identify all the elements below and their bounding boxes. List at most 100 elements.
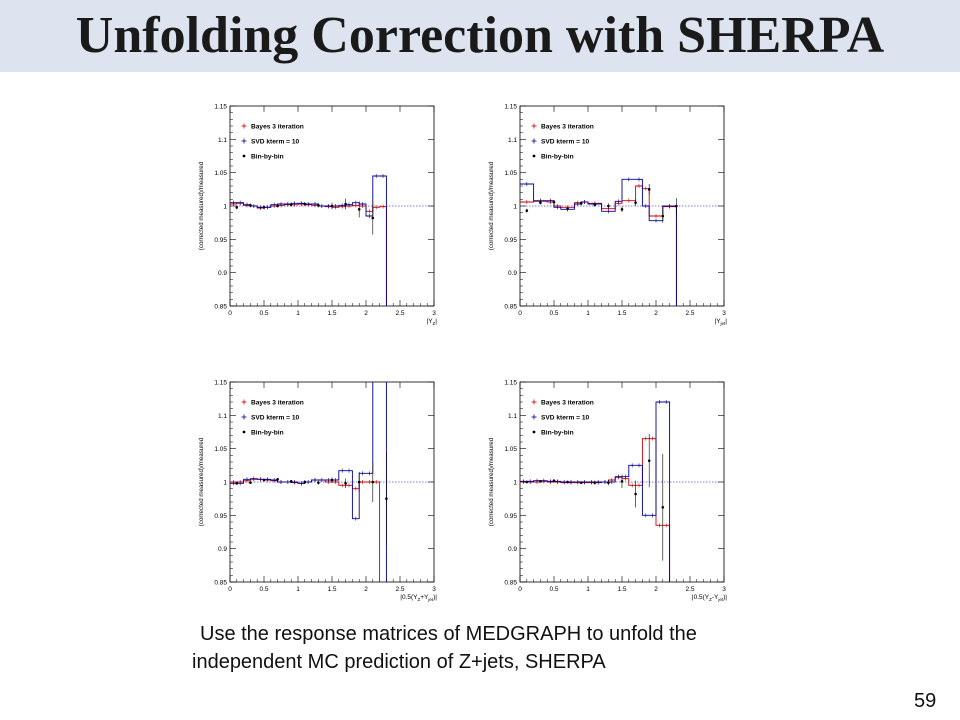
binbybin-point bbox=[289, 203, 293, 206]
caption-line-1: Use the response matrices of MEDGRAPH to… bbox=[200, 623, 697, 645]
y-tick-label: 0.9 bbox=[508, 270, 517, 277]
binbybin-point bbox=[525, 209, 529, 212]
y-tick-label: 1 bbox=[223, 204, 227, 211]
legend-marker-dot bbox=[242, 430, 246, 434]
binbybin-point bbox=[552, 479, 556, 482]
binbybin-point bbox=[276, 478, 279, 481]
x-tick-label: 0.5 bbox=[259, 586, 268, 593]
chart-panel-ysum: 0.85 0.9 0.95 1 1.05 1.1 1.15 0 0.5 1 1.5 2 2.5 3 (cor… bbox=[188, 374, 458, 619]
binbybin-point bbox=[357, 208, 361, 211]
y-tick-label: 1.15 bbox=[504, 104, 517, 111]
y-tick-label: 0.95 bbox=[214, 513, 227, 520]
binbybin-point bbox=[593, 481, 597, 484]
y-tick-label: 0.9 bbox=[218, 270, 227, 277]
legend-label: Bin-by-bin bbox=[541, 153, 574, 160]
chart-panel-yjet: 0.85 0.9 0.95 1 1.05 1.1 1.15 0 0.5 1 1.5 2 2.5 3 (cor… bbox=[478, 98, 748, 343]
binbybin-point bbox=[371, 480, 375, 484]
legend-label: SVD kterm = 10 bbox=[251, 138, 300, 145]
y-tick-label: 0.85 bbox=[504, 580, 517, 587]
binbybin-point bbox=[276, 204, 279, 208]
legend-label: Bin-by-bin bbox=[251, 429, 284, 436]
x-tick-label: 0 bbox=[518, 310, 522, 317]
y-tick-label: 1.05 bbox=[214, 446, 227, 453]
x-axis-label: |YZ| bbox=[427, 318, 438, 326]
x-axis-label: |0.5(YZ-Yjet)| bbox=[692, 594, 727, 602]
page-number: 59 bbox=[914, 690, 937, 712]
caption-line-2: independent MC prediction of Z+jets, SHE… bbox=[192, 651, 606, 673]
y-tick-label: 1.1 bbox=[508, 413, 517, 420]
legend-label: SVD kterm = 10 bbox=[541, 138, 590, 145]
legend-label: Bayes 3 iteration bbox=[251, 399, 304, 406]
y-tick-label: 1.1 bbox=[508, 137, 517, 144]
binbybin-point bbox=[647, 188, 651, 191]
chart-panel-yz: 0.85 0.9 0.95 1 1.05 1.1 1.15 0 0.5 1 1.5 2 2.5 3 (cor… bbox=[188, 98, 458, 343]
binbybin-point bbox=[566, 207, 569, 210]
x-tick-label: 1 bbox=[296, 586, 300, 593]
binbybin-point bbox=[620, 208, 624, 211]
binbybin-point bbox=[330, 478, 334, 482]
binbybin-point bbox=[579, 202, 583, 205]
y-tick-label: 1.15 bbox=[504, 380, 517, 387]
binbybin-point bbox=[661, 214, 665, 218]
legend-label: Bayes 3 iteration bbox=[541, 399, 594, 406]
title-bar bbox=[0, 0, 960, 72]
plot-area bbox=[230, 174, 387, 306]
legend-marker-dot bbox=[242, 154, 246, 158]
x-tick-label: 1 bbox=[586, 310, 590, 317]
legend-label: SVD kterm = 10 bbox=[541, 414, 590, 421]
binbybin-point bbox=[344, 202, 347, 206]
legend-label: SVD kterm = 10 bbox=[251, 414, 300, 421]
x-tick-label: 0.5 bbox=[549, 310, 558, 317]
x-axis-label-part: |0.5(Y bbox=[692, 594, 710, 601]
chart-yz: 0.85 0.9 0.95 1 1.05 1.1 1.15 0 0.5 1 1.5 2 2.5 3 (cor… bbox=[198, 104, 438, 327]
binbybin-point bbox=[566, 480, 569, 484]
binbybin-point bbox=[525, 480, 529, 484]
x-axis-label-subscript: jet bbox=[720, 321, 727, 326]
plot-area bbox=[520, 400, 671, 582]
binbybin-point bbox=[262, 206, 266, 209]
y-tick-label: 1 bbox=[513, 480, 517, 487]
binbybin-point bbox=[647, 459, 651, 462]
x-axis-label-part: -Y bbox=[712, 594, 719, 601]
binbybin-point bbox=[317, 481, 320, 484]
binbybin-point bbox=[579, 481, 583, 484]
x-axis-label-part: | bbox=[725, 318, 727, 325]
x-tick-label: 1 bbox=[586, 586, 590, 593]
legend-label: Bayes 3 iteration bbox=[541, 123, 594, 130]
y-tick-label: 1.1 bbox=[218, 413, 227, 420]
y-tick-label: 0.95 bbox=[504, 513, 517, 520]
y-tick-label: 1 bbox=[513, 204, 517, 211]
binbybin-point bbox=[235, 206, 239, 209]
y-tick-label: 1.05 bbox=[504, 170, 517, 177]
x-tick-label: 2.5 bbox=[395, 586, 404, 593]
y-tick-label: 0.9 bbox=[508, 546, 517, 553]
y-tick-label: 1.15 bbox=[214, 380, 227, 387]
x-axis-label-part: |Y bbox=[715, 318, 722, 325]
x-axis-label: |0.5(YZ+Yjet)| bbox=[400, 594, 437, 602]
x-tick-label: 3 bbox=[722, 586, 726, 593]
y-tick-label: 0.95 bbox=[214, 237, 227, 244]
y-axis-label: (corrected measured)/measured bbox=[488, 161, 495, 250]
binbybin-point bbox=[552, 200, 556, 204]
x-axis-label-subscript: jet bbox=[427, 597, 434, 602]
binbybin-point bbox=[249, 481, 252, 484]
y-axis-label: (corrected measured)/measured bbox=[198, 161, 205, 250]
x-axis-label-part: )| bbox=[723, 594, 727, 601]
x-tick-label: 2 bbox=[654, 310, 658, 317]
x-tick-label: 2.5 bbox=[395, 310, 404, 317]
binbybin-point bbox=[675, 204, 678, 208]
binbybin-point bbox=[235, 482, 239, 485]
y-tick-label: 0.85 bbox=[214, 580, 227, 587]
x-axis-label-subscript: Z bbox=[433, 321, 436, 326]
binbybin-point bbox=[634, 492, 637, 496]
binbybin-point bbox=[262, 478, 266, 482]
y-axis-label: (corrected measured)/measured bbox=[488, 437, 495, 526]
plot-area bbox=[520, 177, 678, 306]
binbybin-point bbox=[539, 201, 542, 204]
binbybin-point bbox=[385, 497, 388, 500]
x-axis-label-subscript: jet bbox=[717, 597, 724, 602]
x-tick-label: 2.5 bbox=[685, 310, 694, 317]
binbybin-point bbox=[661, 506, 665, 509]
x-tick-label: 0 bbox=[518, 586, 522, 593]
binbybin-point bbox=[539, 480, 542, 483]
